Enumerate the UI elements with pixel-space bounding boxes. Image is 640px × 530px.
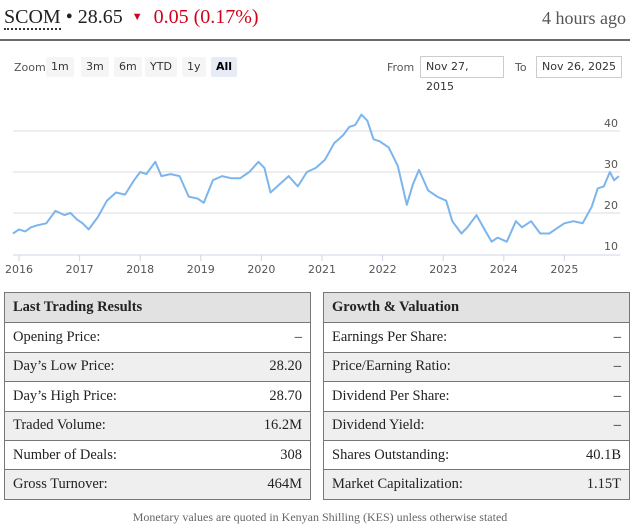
price-chart[interactable]: 10 20 30 40 2016 2017 2018 2019 2020 2021 2022 202… bbox=[0, 95, 640, 280]
row-value: – bbox=[294, 329, 302, 346]
svg-text:2024: 2024 bbox=[490, 263, 518, 276]
to-label: To bbox=[515, 61, 527, 74]
currency-footnote: Monetary values are quoted in Kenyan Shi… bbox=[132, 510, 508, 524]
y-axis-labels: 10 20 30 40 bbox=[604, 117, 618, 253]
row-value: 28.20 bbox=[269, 358, 302, 375]
svg-text:2025: 2025 bbox=[550, 263, 578, 276]
svg-text:30: 30 bbox=[604, 158, 618, 171]
ticker-symbol[interactable]: SCOM bbox=[4, 6, 61, 30]
row-label: Traded Volume: bbox=[13, 417, 106, 434]
row-value: 28.70 bbox=[269, 387, 302, 404]
zoom-all-button[interactable]: All bbox=[211, 57, 238, 77]
table-row: Day’s High Price: 28.70 bbox=[5, 381, 310, 411]
row-label: Number of Deals: bbox=[13, 446, 117, 463]
row-label: Day’s High Price: bbox=[13, 387, 117, 404]
chart-canvas[interactable]: 10 20 30 40 2016 2017 2018 2019 2020 2021 2022 202… bbox=[0, 95, 640, 280]
from-date-input[interactable]: Nov 27, 2015 bbox=[420, 56, 504, 93]
price-series-line[interactable] bbox=[12, 113, 620, 243]
table-row: Dividend Per Share: – bbox=[324, 381, 629, 411]
table-row: Traded Volume: 16.2M bbox=[5, 410, 310, 440]
table-row: Number of Deals: 308 bbox=[5, 439, 310, 470]
row-label: Price/Earning Ratio: bbox=[332, 358, 451, 375]
row-label: Earnings Per Share: bbox=[332, 329, 448, 346]
table-row: Market Capitalization: 1.15T bbox=[324, 469, 629, 499]
last-price: 28.65 bbox=[77, 6, 123, 28]
svg-text:10: 10 bbox=[604, 240, 618, 253]
zoom-1y-button[interactable]: 1y bbox=[182, 57, 206, 77]
growth-valuation-table: Growth & Valuation Earnings Per Share: –… bbox=[323, 292, 630, 500]
row-label: Shares Outstanding: bbox=[332, 446, 450, 463]
to-date-input[interactable]: Nov 26, 2025 bbox=[536, 56, 622, 78]
svg-text:2022: 2022 bbox=[369, 263, 397, 276]
row-value: 16.2M bbox=[263, 417, 302, 434]
row-label: Dividend Yield: bbox=[332, 417, 425, 434]
svg-text:2023: 2023 bbox=[429, 263, 457, 276]
zoom-1m-button[interactable]: 1m bbox=[46, 57, 74, 77]
row-value: 464M bbox=[267, 476, 302, 493]
zoom-label: Zoom bbox=[14, 61, 46, 74]
table-row: Dividend Yield: – bbox=[324, 410, 629, 440]
svg-text:2019: 2019 bbox=[187, 263, 215, 276]
price-change: 0.05 (0.17%) bbox=[153, 6, 259, 28]
row-value: – bbox=[613, 387, 621, 404]
svg-text:2020: 2020 bbox=[247, 263, 275, 276]
row-label: Gross Turnover: bbox=[13, 476, 108, 493]
x-axis: 2016 2017 2018 2019 2020 2021 2022 2023 2024 2025 bbox=[5, 254, 620, 276]
row-value: 308 bbox=[280, 446, 302, 463]
down-arrow-icon: ▼ bbox=[131, 11, 143, 23]
table-row: Gross Turnover: 464M bbox=[5, 469, 310, 499]
svg-text:20: 20 bbox=[604, 199, 618, 212]
separator-dot: • bbox=[65, 6, 73, 28]
zoom-6m-button[interactable]: 6m bbox=[114, 57, 142, 77]
row-value: – bbox=[613, 358, 621, 375]
table-title: Growth & Valuation bbox=[332, 299, 460, 316]
row-value: – bbox=[613, 417, 621, 434]
chart-gridlines bbox=[13, 130, 620, 214]
table-row: Price/Earning Ratio: – bbox=[324, 351, 629, 382]
quote-summary: SCOM • 28.65 ▼ 0.05 (0.17%) bbox=[4, 6, 259, 30]
svg-text:2021: 2021 bbox=[308, 263, 336, 276]
table-row: Day’s Low Price: 28.20 bbox=[5, 351, 310, 382]
svg-text:2017: 2017 bbox=[66, 263, 94, 276]
row-label: Opening Price: bbox=[13, 329, 101, 346]
trading-results-table: Last Trading Results Opening Price: – Da… bbox=[4, 292, 311, 500]
svg-text:40: 40 bbox=[604, 117, 618, 130]
row-label: Dividend Per Share: bbox=[332, 387, 450, 404]
table-row: Earnings Per Share: – bbox=[324, 322, 629, 352]
zoom-3m-button[interactable]: 3m bbox=[81, 57, 109, 77]
quote-header: SCOM • 28.65 ▼ 0.05 (0.17%) 4 hours ago bbox=[0, 0, 630, 41]
range-selector: Zoom 1m 3m 6m YTD 1y All From Nov 27, 20… bbox=[0, 56, 640, 93]
row-label: Day’s Low Price: bbox=[13, 358, 115, 375]
svg-text:2016: 2016 bbox=[5, 263, 33, 276]
row-value: 1.15T bbox=[586, 476, 621, 493]
from-label: From bbox=[387, 61, 415, 74]
row-label: Market Capitalization: bbox=[332, 476, 463, 493]
row-value: – bbox=[613, 329, 621, 346]
table-header: Last Trading Results bbox=[5, 293, 310, 323]
table-row: Opening Price: – bbox=[5, 322, 310, 352]
zoom-ytd-button[interactable]: YTD bbox=[145, 57, 177, 77]
table-header: Growth & Valuation bbox=[324, 293, 629, 323]
table-row: Shares Outstanding: 40.1B bbox=[324, 439, 629, 470]
table-title: Last Trading Results bbox=[13, 299, 143, 316]
row-value: 40.1B bbox=[585, 446, 621, 463]
last-updated: 4 hours ago bbox=[542, 8, 626, 28]
svg-text:2018: 2018 bbox=[126, 263, 154, 276]
